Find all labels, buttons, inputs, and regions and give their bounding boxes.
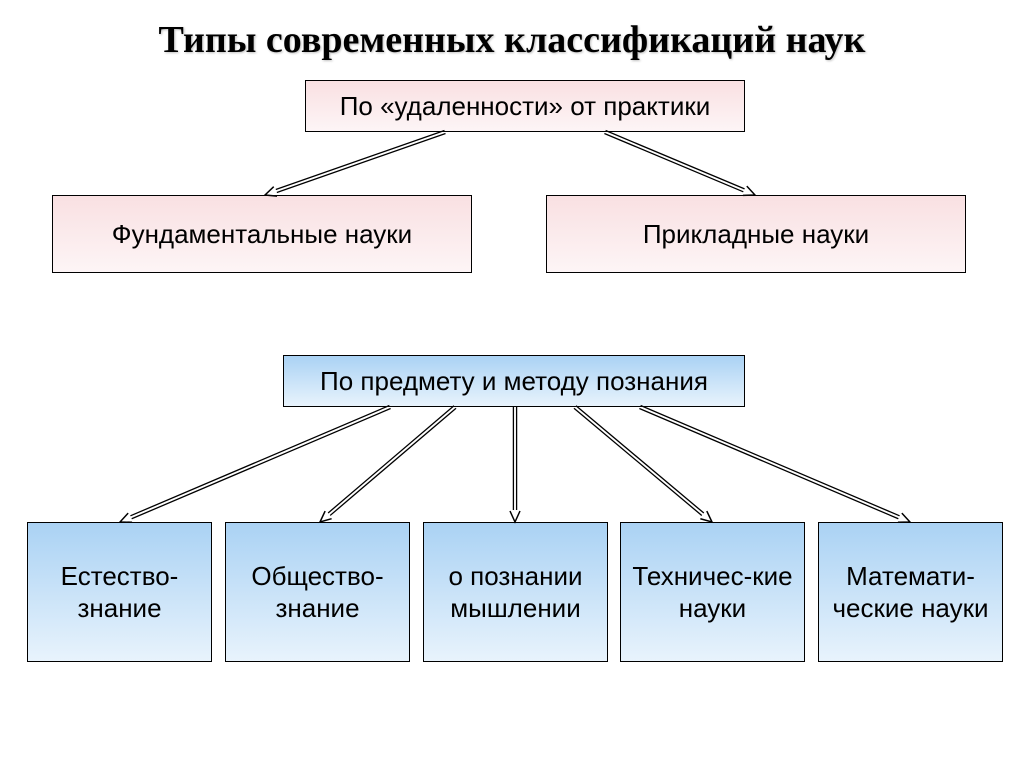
page-title: Типы современных классификаций наук	[0, 18, 1024, 62]
group1-child-0: Фундаментальные науки	[52, 195, 472, 273]
group2-parent: По предмету и методу познания	[283, 355, 745, 407]
group2-child-3: Техничес-кие науки	[620, 522, 805, 662]
group2-child-1: Общество- знание	[225, 522, 410, 662]
group1-child-1: Прикладные науки	[546, 195, 966, 273]
group2-child-2: о познании мышлении	[423, 522, 608, 662]
group2-child-4: Математи-ческие науки	[818, 522, 1003, 662]
group2-child-0: Естество- знание	[27, 522, 212, 662]
group1-parent: По «удаленности» от практики	[305, 80, 745, 132]
